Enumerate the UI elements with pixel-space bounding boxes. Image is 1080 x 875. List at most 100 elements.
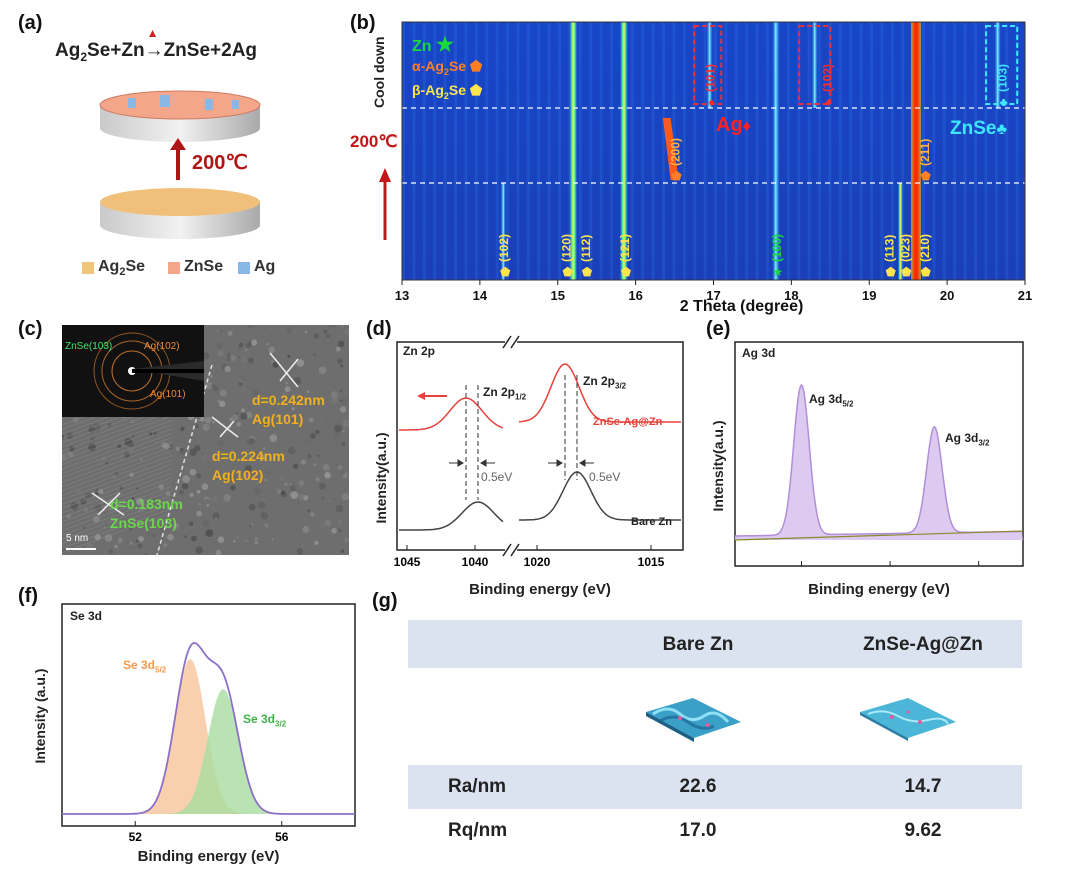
xrd-peak-label: (113) — [883, 235, 897, 262]
shift-label-left: 0.5eV — [481, 470, 513, 484]
xrd-tick-label: 19 — [862, 288, 876, 303]
xrd-peak-label: (210) — [918, 234, 932, 262]
panel-label-f: (f) — [18, 585, 38, 607]
panel-a: Ag2Se+Zn→ ▲ ZnSe+2Ag 200℃ Ag — [0, 0, 345, 300]
xrd-peak-marker-icon: ⬟ — [901, 265, 912, 279]
se3d-ylabel: Intensity (a.u.) — [32, 668, 48, 764]
xrd-peak-marker-icon: ★ — [772, 265, 783, 279]
table-col-bare-zn: Bare Zn — [662, 634, 734, 655]
reaction-subscript: 2 — [80, 49, 88, 64]
bare-disk — [100, 188, 260, 239]
panel-label-a: (a) — [18, 12, 43, 34]
pentagon-icon: ⬟ — [469, 82, 483, 98]
xrd-highlight-box — [693, 25, 723, 105]
panel-b: 13 14 15 16 17 18 19 20 21 (102) ⬟ (120) ⬟ (112) ⬟ (12… — [340, 0, 1080, 315]
stage-200c: 200℃ — [350, 132, 398, 151]
xrd-band-line — [706, 22, 713, 108]
zn2p-tick-label: 1045 — [394, 555, 421, 569]
se3d-xps-chart: 52 56 — [61, 603, 356, 844]
panel-label-e: (e) — [706, 318, 731, 340]
shift-label-right: 0.5eV — [589, 470, 621, 484]
reaction-equation: Ag2Se+Zn→ ▲ ZnSe+2Ag — [55, 26, 258, 64]
xrd-peak-label: (120) — [560, 234, 574, 262]
xrd-tick-label: 17 — [706, 288, 720, 303]
legend-znse: ZnSe — [184, 258, 224, 275]
table-row-label-ra: Ra/nm — [448, 776, 507, 797]
xrd-band-line — [662, 118, 679, 180]
table-col-znse-ag: ZnSe-Ag@Zn — [863, 634, 983, 655]
xrd-peak-label: (100) — [770, 234, 784, 262]
saed-ag101-label: Ag(101) — [150, 389, 186, 400]
tem-image — [62, 325, 349, 555]
xrd-peak-marker-icon: ♦ — [825, 95, 831, 109]
se3d32-area — [62, 689, 355, 814]
phase-label-znse: ZnSe♣ — [950, 118, 1007, 139]
xrd-band-line — [811, 22, 818, 108]
panel-g: Bare Zn ZnSe-Ag@Zn Ra/nm 22.6 14.7 Rq/nm… — [408, 620, 1022, 850]
zn2p-ylabel: Intensity(a.u.) — [373, 432, 389, 524]
xrd-x-axis: 13 14 15 16 17 18 19 20 21 — [395, 280, 1032, 303]
pentagon-icon: ⬟ — [469, 58, 483, 74]
series-bare-zn-line — [399, 501, 504, 531]
reaction-arrow: → — [144, 40, 164, 61]
ag3d-ylabel: Intensity(a.u.) — [710, 420, 726, 512]
saed-ag102-label: Ag(102) — [144, 341, 180, 352]
peak-label-ag3d52: Ag 3d5/2 — [809, 392, 854, 409]
diamond-icon: ♦ — [742, 118, 751, 135]
legend-zn: Zn ★ — [412, 34, 454, 56]
ag3d-xlabel: Binding energy (eV) — [808, 581, 950, 598]
afm-surface-images — [646, 698, 956, 742]
se3d-title: Se 3d — [70, 609, 103, 623]
club-icon: ♣ — [996, 121, 1007, 138]
zn2p-tick-label: 1040 — [462, 555, 489, 569]
xrd-band-line — [910, 22, 921, 280]
xrd-peak-label: (121) — [618, 234, 632, 262]
panel-label-c: (c) — [18, 318, 43, 340]
reaction-reactant: Ag — [55, 40, 81, 61]
afm-surface-bare-zn — [646, 698, 741, 742]
legend-swatch-ag2se — [82, 262, 94, 274]
annotation-ag101: d=0.242nm Ag(101) — [252, 392, 325, 427]
xrd-tick-label: 18 — [784, 288, 798, 303]
zn2p-tick-label: 1015 — [638, 555, 665, 569]
xrd-band-line — [994, 22, 1001, 108]
xrd-peak-labels: (102)⬟(120)⬟(112)⬟(121)⬟(100)★(113)⬟(023… — [497, 64, 1009, 279]
legend-ag: Ag — [254, 258, 276, 275]
series-bare-zn-line — [519, 471, 681, 521]
xrd-band-line — [619, 22, 628, 280]
xrd-tick-label: 15 — [551, 288, 565, 303]
reaction-product: ZnSe+2Ag — [163, 40, 258, 61]
heat-triangle-icon: ▲ — [146, 26, 159, 40]
xrd-peak-marker-icon: ⬟ — [671, 169, 682, 183]
panel-e: 368372376 Ag 3d Ag 3d5/2 Ag 3d3/2 Intens… — [700, 330, 1080, 600]
legend-swatch-znse — [168, 262, 180, 274]
table-row-label-rq: Rq/nm — [448, 820, 508, 841]
xrd-band-line — [569, 22, 578, 280]
zn2p-title: Zn 2p — [403, 344, 435, 358]
panel-f: 52 56 Se 3d Se 3d5/2 Se 3d3/2 Intensity (… — [20, 600, 370, 875]
xrd-peak-label: (102) — [497, 234, 511, 262]
xrd-tick-label: 16 — [628, 288, 642, 303]
table-header-row — [408, 620, 1022, 668]
xrd-band-line — [500, 183, 506, 280]
zn2p-xlabel: Binding energy (eV) — [469, 581, 611, 598]
saed-znse-label: ZnSe(103) — [65, 341, 113, 352]
xrd-peak-marker-icon: ⬟ — [500, 265, 511, 279]
xrd-peak-label: (200) — [669, 138, 683, 166]
peak-label-zn2p32: Zn 2p3/2 — [583, 374, 627, 391]
panel-label-b: (b) — [350, 12, 376, 34]
xrd-peak-label: (101) — [704, 64, 718, 92]
xrd-peak-label: (112) — [579, 235, 593, 262]
ag3d-title: Ag 3d — [742, 346, 776, 360]
table-cell-rq-znse: 9.62 — [904, 820, 942, 841]
xrd-peak-marker-icon: ⬟ — [582, 265, 593, 279]
scale-bar-label: 5 nm — [66, 533, 89, 544]
xrd-peak-marker-icon: ♦ — [709, 95, 715, 109]
xrd-peak-marker-icon: ⬟ — [621, 265, 632, 279]
se3d-envelope-line — [62, 642, 355, 815]
xrd-peak-marker-icon: ⬟ — [562, 265, 573, 279]
panel-d: 1045 1040 1020 1015 Zn 2p Zn 2p1/2 Zn 2p3/2… — [355, 330, 690, 598]
series-label-znse-ag: ZnSe-Ag@Zn — [593, 416, 663, 428]
table-cell-ra-znse: 14.7 — [904, 776, 942, 797]
legend-alpha-ag2se: α-Ag2Se ⬟ — [412, 58, 483, 77]
